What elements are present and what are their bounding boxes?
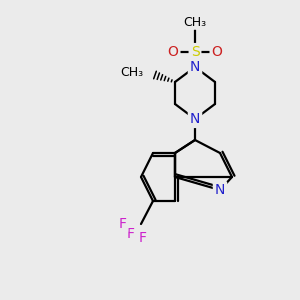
Text: S: S: [190, 45, 200, 59]
Text: F: F: [127, 227, 135, 241]
Text: CH₃: CH₃: [120, 67, 143, 80]
Text: F: F: [119, 217, 127, 231]
Text: O: O: [168, 45, 178, 59]
Text: N: N: [190, 112, 200, 126]
Text: F: F: [139, 231, 147, 245]
Text: N: N: [215, 183, 225, 197]
Text: O: O: [212, 45, 222, 59]
Text: CH₃: CH₃: [183, 16, 207, 28]
Text: N: N: [190, 60, 200, 74]
